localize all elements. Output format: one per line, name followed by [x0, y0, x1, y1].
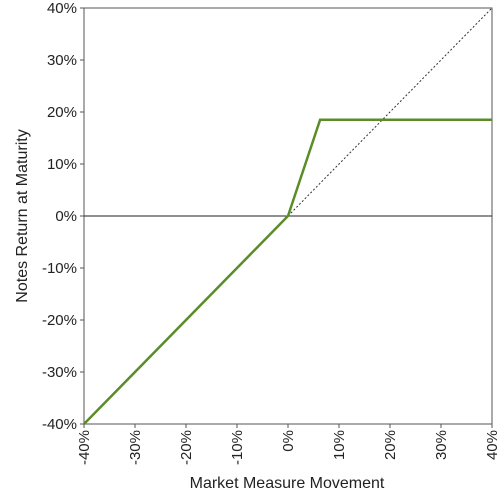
x-tick-label: 20% — [382, 430, 399, 460]
x-tick-label: 0% — [280, 430, 297, 452]
x-tick-label: -20% — [178, 430, 195, 465]
x-tick-label: 30% — [433, 430, 450, 460]
y-axis-title: Notes Return at Maturity — [14, 129, 31, 302]
y-tick-label: -20% — [42, 312, 77, 329]
y-tick-label: -10% — [42, 260, 77, 277]
payoff-line — [83, 118, 492, 425]
x-axis-ticks: -40% -30% -20% -10% 0% 10% 20% 30% 40% — [76, 424, 500, 465]
x-tick-label: 10% — [331, 430, 348, 460]
y-axis-ticks: 40% 30% 20% 10% 0% -10% -20% -30% -40% — [42, 0, 84, 433]
y-tick-label: 0% — [55, 208, 77, 225]
reference-line — [287, 7, 493, 217]
y-tick-label: -30% — [42, 364, 77, 381]
x-tick-label: -10% — [229, 430, 246, 465]
x-tick-label: 40% — [484, 430, 500, 460]
x-axis-title: Market Measure Movement — [190, 475, 385, 492]
x-tick-label: -30% — [127, 430, 144, 465]
y-tick-label: -40% — [42, 416, 77, 433]
y-tick-label: 20% — [47, 104, 77, 121]
series-layer — [83, 7, 493, 425]
y-tick-label: 30% — [47, 52, 77, 69]
y-tick-label: 10% — [47, 156, 77, 173]
y-tick-label: 40% — [47, 0, 77, 17]
x-tick-label: -40% — [76, 430, 93, 465]
